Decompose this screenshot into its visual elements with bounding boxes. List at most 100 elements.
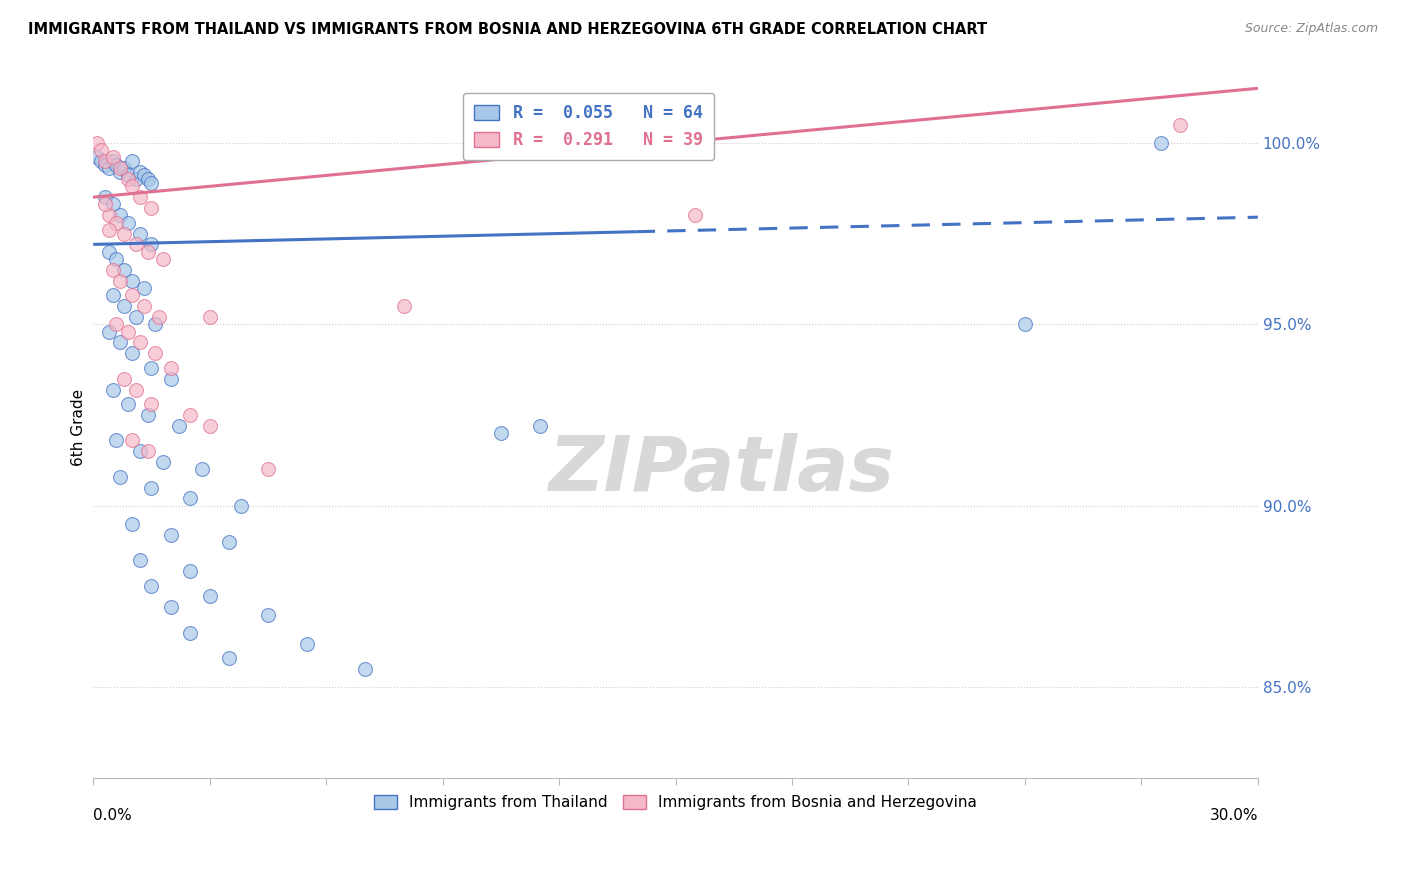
Point — [105, 216, 128, 230]
Point — [141, 237, 163, 252]
Point — [1014, 318, 1036, 332]
Legend: Immigrants from Thailand, Immigrants from Bosnia and Herzegovina: Immigrants from Thailand, Immigrants fro… — [364, 786, 986, 820]
Point — [141, 578, 163, 592]
Point — [112, 299, 135, 313]
Point — [128, 165, 150, 179]
Point — [117, 172, 139, 186]
Point — [683, 208, 706, 222]
Point — [489, 426, 512, 441]
Point — [121, 179, 143, 194]
Point — [101, 262, 124, 277]
Point — [198, 590, 221, 604]
Point — [179, 408, 201, 422]
Point — [125, 383, 148, 397]
Point — [218, 535, 240, 549]
Point — [110, 335, 132, 350]
Point — [97, 244, 120, 259]
Point — [110, 208, 132, 222]
Point — [392, 299, 415, 313]
Point — [1168, 118, 1191, 132]
Point — [101, 150, 124, 164]
Point — [121, 434, 143, 448]
Point — [159, 527, 181, 541]
Point — [110, 161, 132, 176]
Point — [141, 481, 163, 495]
Point — [110, 469, 132, 483]
Point — [152, 455, 174, 469]
Point — [136, 244, 159, 259]
Point — [159, 372, 181, 386]
Point — [354, 662, 377, 676]
Point — [148, 310, 170, 324]
Point — [112, 262, 135, 277]
Point — [110, 274, 132, 288]
Point — [101, 153, 124, 168]
Point — [86, 150, 108, 164]
Point — [125, 237, 148, 252]
Point — [86, 136, 108, 150]
Point — [94, 190, 117, 204]
Point — [128, 444, 150, 458]
Point — [121, 153, 143, 168]
Point — [90, 143, 112, 157]
Point — [179, 564, 201, 578]
Point — [97, 208, 120, 222]
Point — [90, 153, 112, 168]
Point — [198, 418, 221, 433]
Point — [136, 444, 159, 458]
Text: 30.0%: 30.0% — [1209, 808, 1258, 823]
Point — [295, 637, 318, 651]
Point — [105, 434, 128, 448]
Point — [101, 383, 124, 397]
Point — [143, 318, 166, 332]
Y-axis label: 6th Grade: 6th Grade — [72, 389, 86, 467]
Point — [117, 169, 139, 183]
Point — [1150, 136, 1173, 150]
Point — [141, 176, 163, 190]
Point — [132, 281, 155, 295]
Point — [257, 462, 280, 476]
Point — [121, 288, 143, 302]
Point — [167, 418, 190, 433]
Point — [94, 197, 117, 211]
Text: Source: ZipAtlas.com: Source: ZipAtlas.com — [1244, 22, 1378, 36]
Point — [121, 274, 143, 288]
Text: IMMIGRANTS FROM THAILAND VS IMMIGRANTS FROM BOSNIA AND HERZEGOVINA 6TH GRADE COR: IMMIGRANTS FROM THAILAND VS IMMIGRANTS F… — [28, 22, 987, 37]
Point — [121, 516, 143, 531]
Point — [152, 252, 174, 266]
Point — [128, 227, 150, 241]
Point — [112, 161, 135, 176]
Point — [97, 161, 120, 176]
Point — [117, 325, 139, 339]
Point — [125, 310, 148, 324]
Point — [132, 299, 155, 313]
Point — [198, 310, 221, 324]
Point — [136, 172, 159, 186]
Point — [179, 625, 201, 640]
Point — [132, 169, 155, 183]
Point — [529, 418, 551, 433]
Point — [112, 227, 135, 241]
Point — [94, 153, 117, 168]
Point — [159, 360, 181, 375]
Point — [105, 252, 128, 266]
Point — [117, 397, 139, 411]
Point — [179, 491, 201, 506]
Point — [159, 600, 181, 615]
Point — [191, 462, 214, 476]
Point — [141, 201, 163, 215]
Point — [141, 397, 163, 411]
Point — [105, 318, 128, 332]
Text: ZIPatlas: ZIPatlas — [550, 433, 896, 507]
Point — [112, 372, 135, 386]
Point — [229, 499, 252, 513]
Point — [141, 360, 163, 375]
Point — [97, 223, 120, 237]
Point — [97, 325, 120, 339]
Point — [101, 288, 124, 302]
Point — [121, 346, 143, 360]
Point — [257, 607, 280, 622]
Point — [128, 553, 150, 567]
Point — [105, 157, 128, 171]
Point — [110, 165, 132, 179]
